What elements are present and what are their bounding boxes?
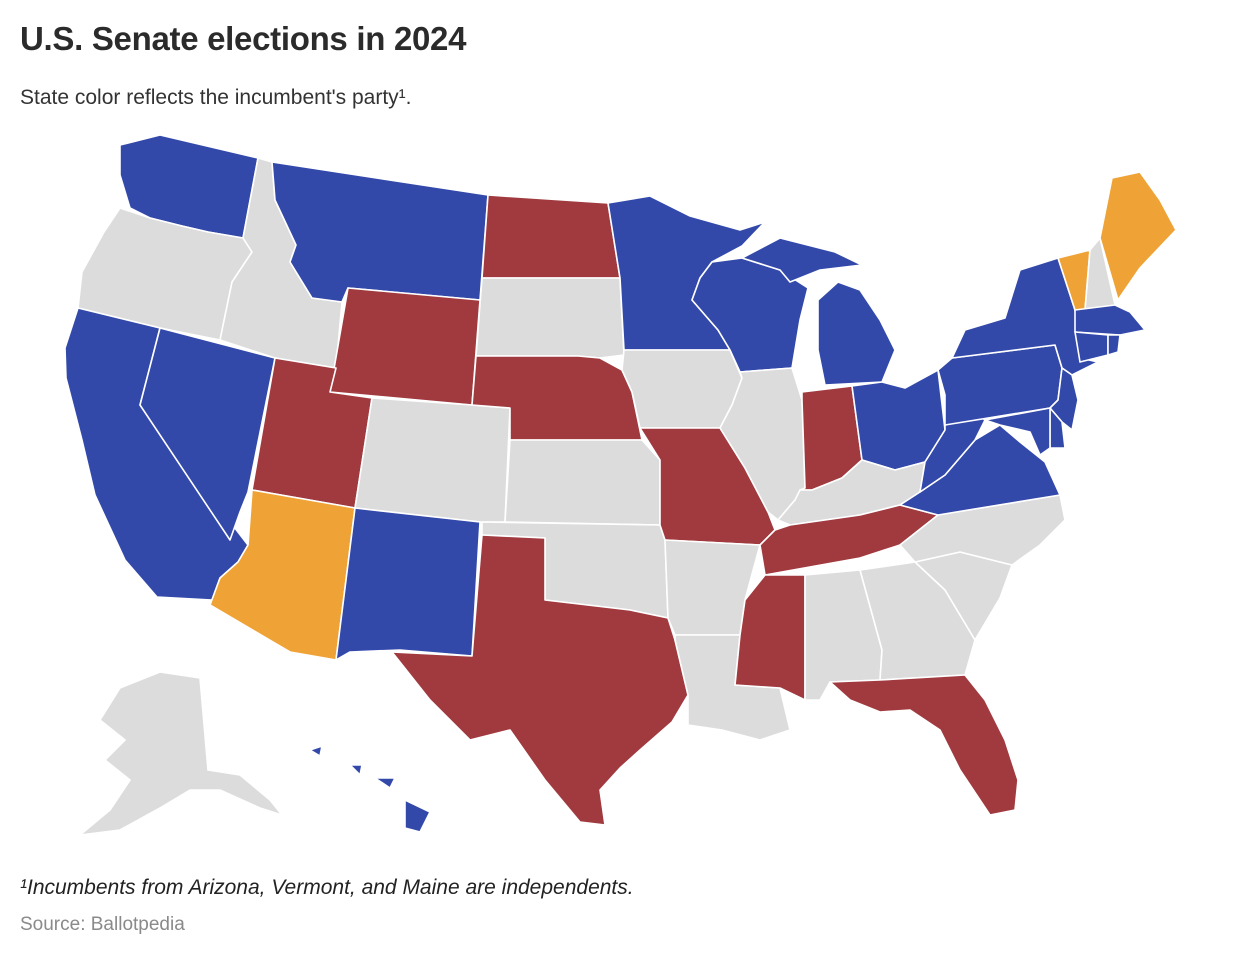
state-colorado [354, 397, 511, 523]
state-montana [271, 161, 489, 303]
state-kansas [504, 439, 661, 526]
state-massachusetts [1074, 304, 1146, 336]
state-connecticut [1074, 331, 1109, 363]
state-iowa [621, 349, 743, 429]
state-texas [391, 534, 689, 826]
state-new-mexico [335, 507, 481, 661]
page-title: U.S. Senate elections in 2024 [20, 20, 467, 57]
state-illinois [719, 367, 806, 521]
state-south-dakota [475, 277, 625, 359]
state-hawaii [309, 745, 431, 833]
page-subtitle: State color reflects the incumbent's par… [20, 86, 412, 109]
footnote: ¹Incumbents from Arizona, Vermont, and M… [20, 876, 634, 899]
state-alaska [79, 671, 283, 836]
state-rhode-island [1107, 334, 1121, 356]
state-mississippi [734, 574, 806, 701]
state-wyoming [329, 287, 481, 406]
state-north-dakota [481, 194, 621, 279]
state-michigan [741, 237, 896, 386]
state-maryland [984, 407, 1051, 456]
source-note: Source: Ballotpedia [20, 914, 185, 935]
state-florida [829, 674, 1019, 816]
state-new-jersey [1049, 367, 1079, 431]
state-maine [1099, 171, 1177, 301]
